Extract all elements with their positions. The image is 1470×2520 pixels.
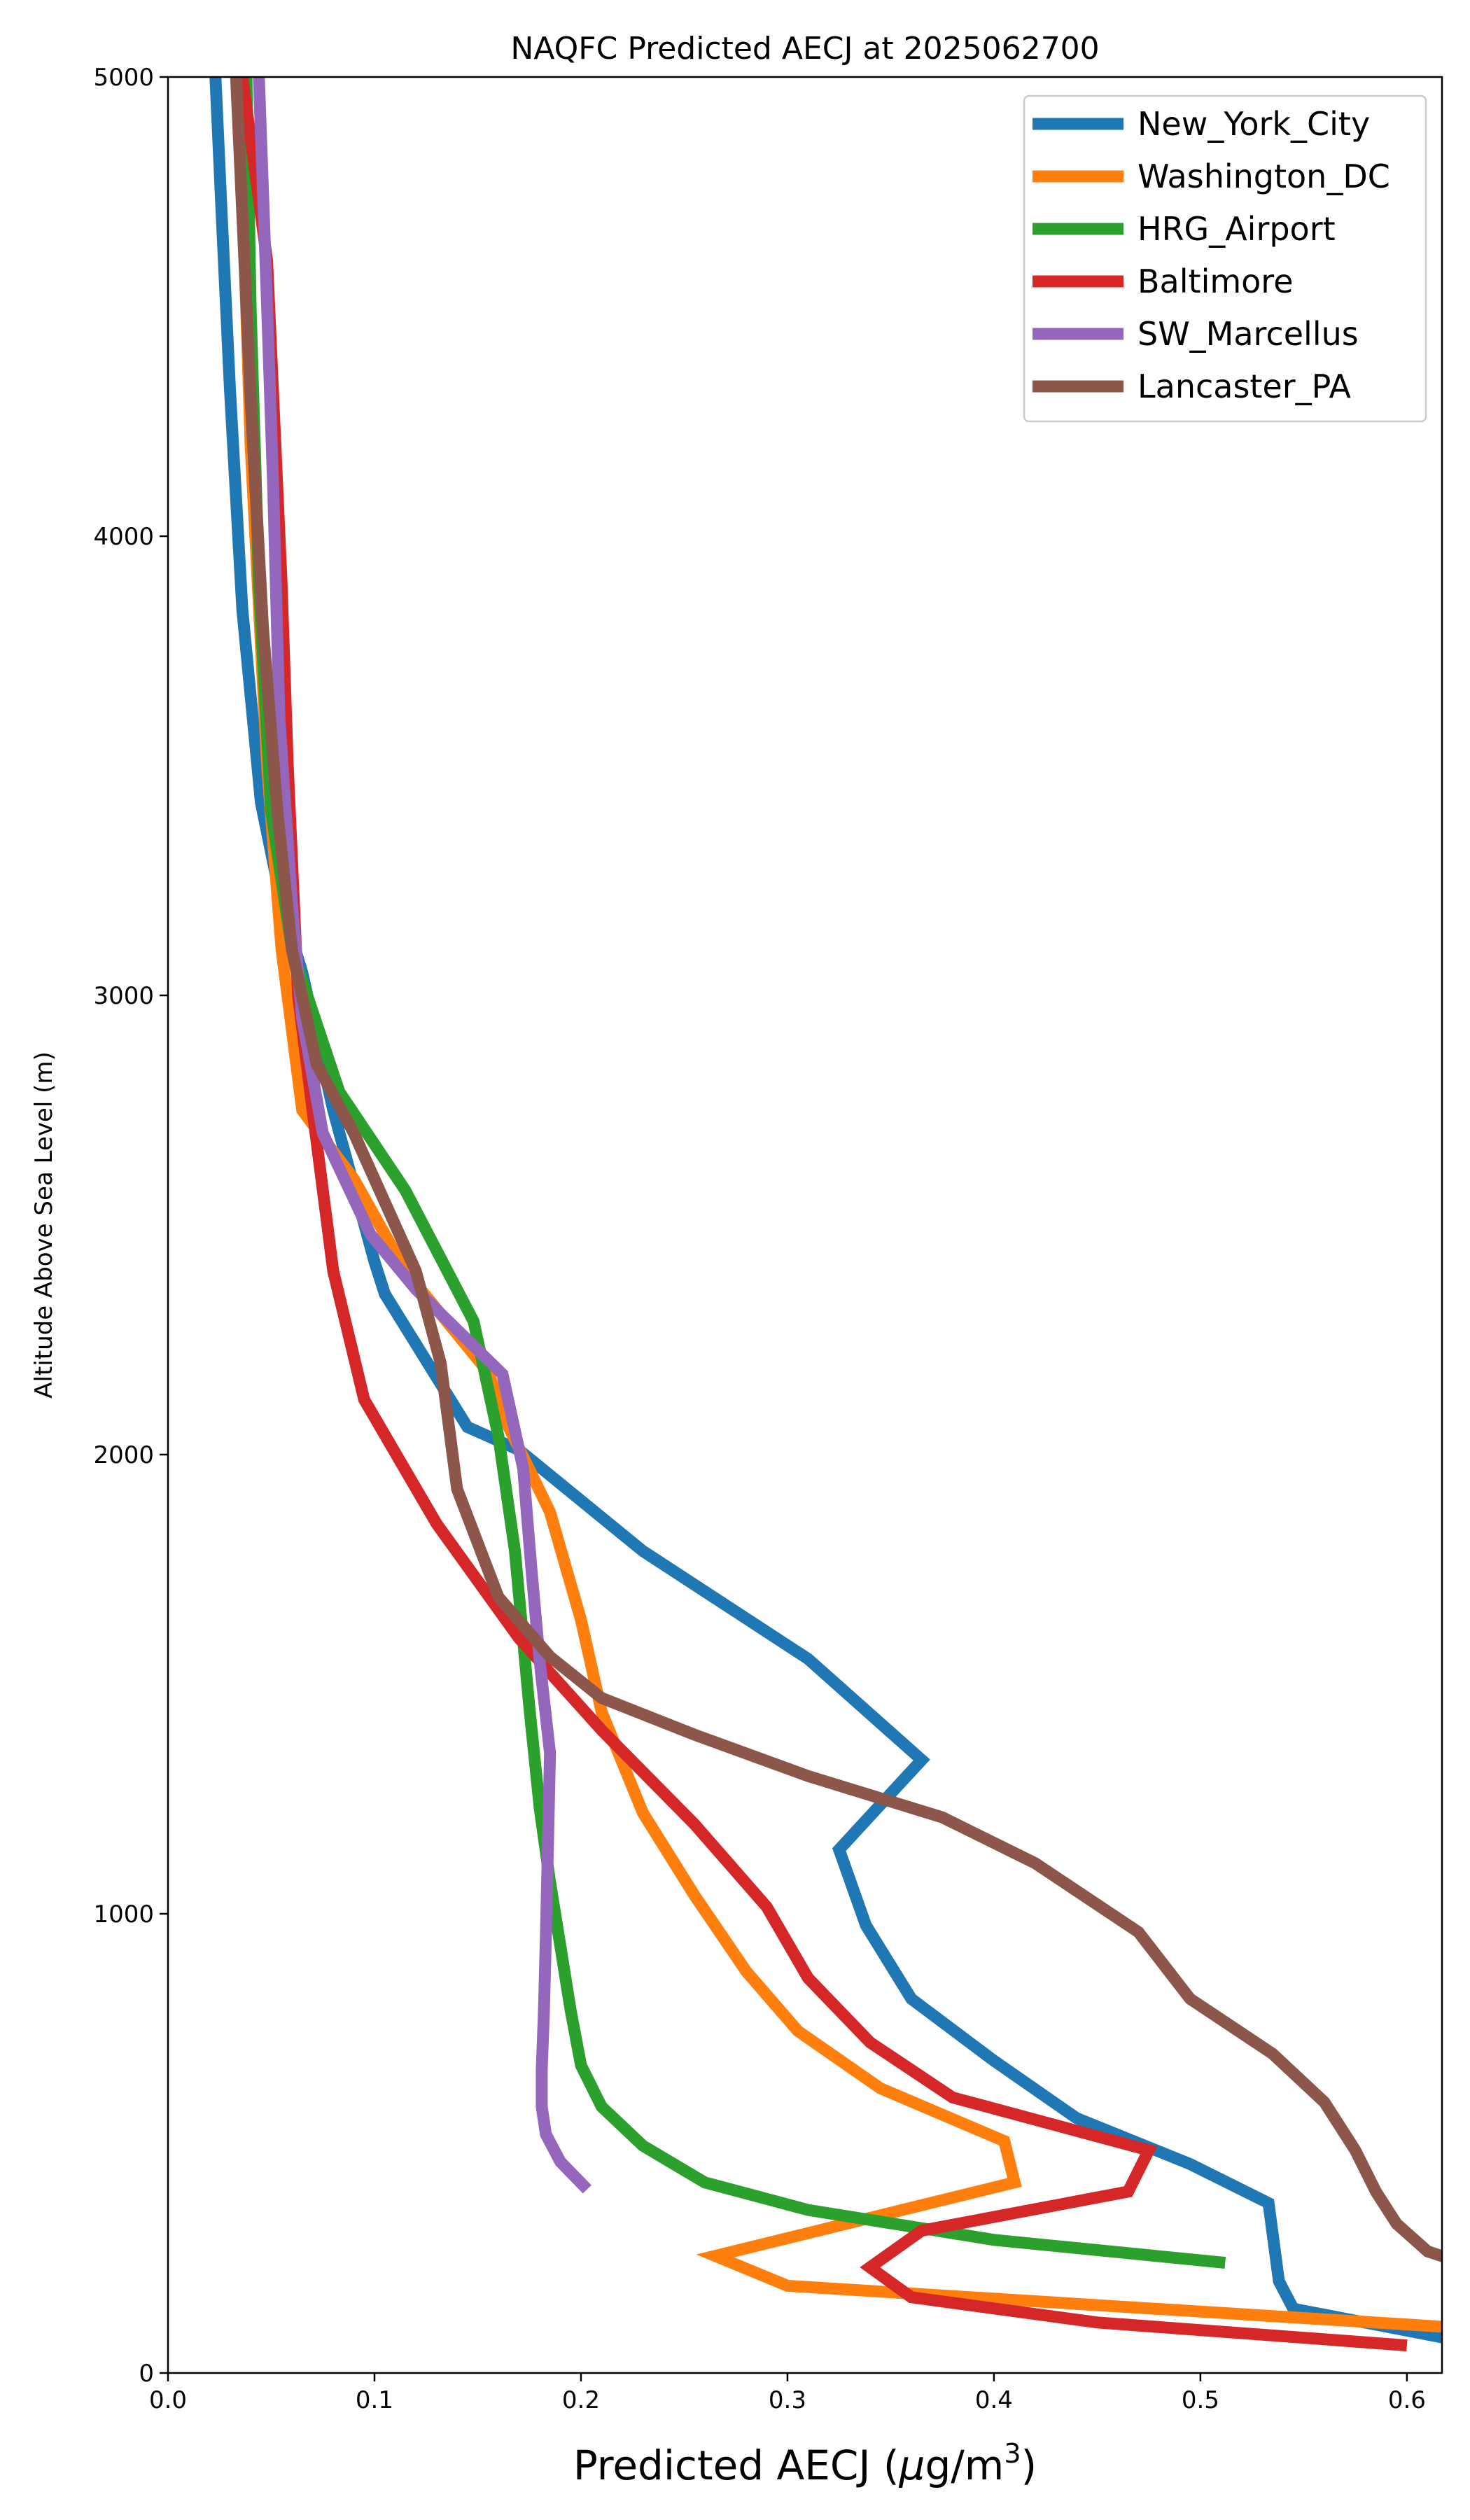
chart-title: NAQFC Predicted AECJ at 2025062700 [510,31,1099,66]
y-axis-label: Altitude Above Sea Level (m) [30,1051,58,1399]
y-tick-label-4: 4000 [93,523,154,551]
series-group [209,77,1442,2352]
series-line-0 [209,77,1442,2344]
x-axis-label-sup: 3 [1004,2438,1021,2469]
x-tick-label-6: 0.6 [1388,2386,1426,2414]
x-axis-label-units: g/m [925,2442,1004,2489]
legend-label-3: Baltimore [1138,262,1294,300]
legend: New_York_City Washington_DC HRG_Airport Bal… [1023,94,1427,423]
legend-label-0: New_York_City [1138,105,1370,143]
x-tick-label-0: 0.0 [149,2386,187,2414]
legend-frame [1023,94,1427,423]
x-tick-label-3: 0.3 [769,2386,806,2414]
plot-frame [167,76,1443,2374]
x-axis-ticks: 0.0 0.1 0.2 0.3 0.4 0.5 0.6 [149,2373,1426,2414]
y-tick-label-2: 2000 [93,1441,154,1469]
y-tick-label-1: 1000 [93,1900,154,1928]
x-tick-label-2: 0.2 [562,2386,600,2414]
x-axis-label-mu: μ [899,2442,925,2489]
x-tick-label-5: 0.5 [1182,2386,1219,2414]
legend-label-2: HRG_Airport [1138,210,1336,248]
x-axis-label-close: ) [1021,2442,1037,2489]
series-line-5 [230,77,1442,2263]
legend-label-4: SW_Marcellus [1138,315,1359,353]
x-tick-label-1: 0.1 [356,2386,393,2414]
legend-label-5: Lancaster_PA [1138,368,1351,405]
y-tick-label-5: 5000 [93,64,154,92]
legend-label-1: Washington_DC [1138,158,1390,195]
series-line-4 [253,77,592,2194]
y-tick-label-3: 3000 [93,982,154,1010]
y-tick-label-0: 0 [139,2360,154,2388]
y-axis-ticks: 0 1000 2000 3000 4000 5000 [93,64,168,2388]
x-axis-label: Predicted AECJ (μg/m3) [573,2438,1037,2489]
x-tick-label-4: 0.4 [975,2386,1013,2414]
x-axis-label-main: Predicted AECJ ( [573,2442,899,2489]
